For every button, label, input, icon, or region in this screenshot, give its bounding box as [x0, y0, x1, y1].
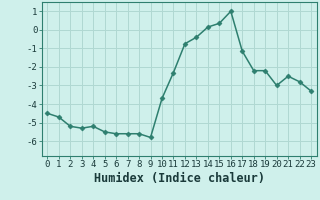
- X-axis label: Humidex (Indice chaleur): Humidex (Indice chaleur): [94, 172, 265, 185]
